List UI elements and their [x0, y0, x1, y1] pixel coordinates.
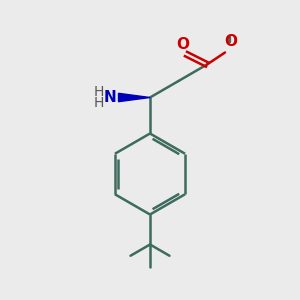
Text: H: H [94, 85, 104, 99]
Text: O: O [176, 37, 189, 52]
Polygon shape [118, 93, 150, 102]
Text: O: O [224, 34, 237, 49]
Text: H: H [94, 96, 104, 110]
Text: N: N [104, 90, 116, 105]
